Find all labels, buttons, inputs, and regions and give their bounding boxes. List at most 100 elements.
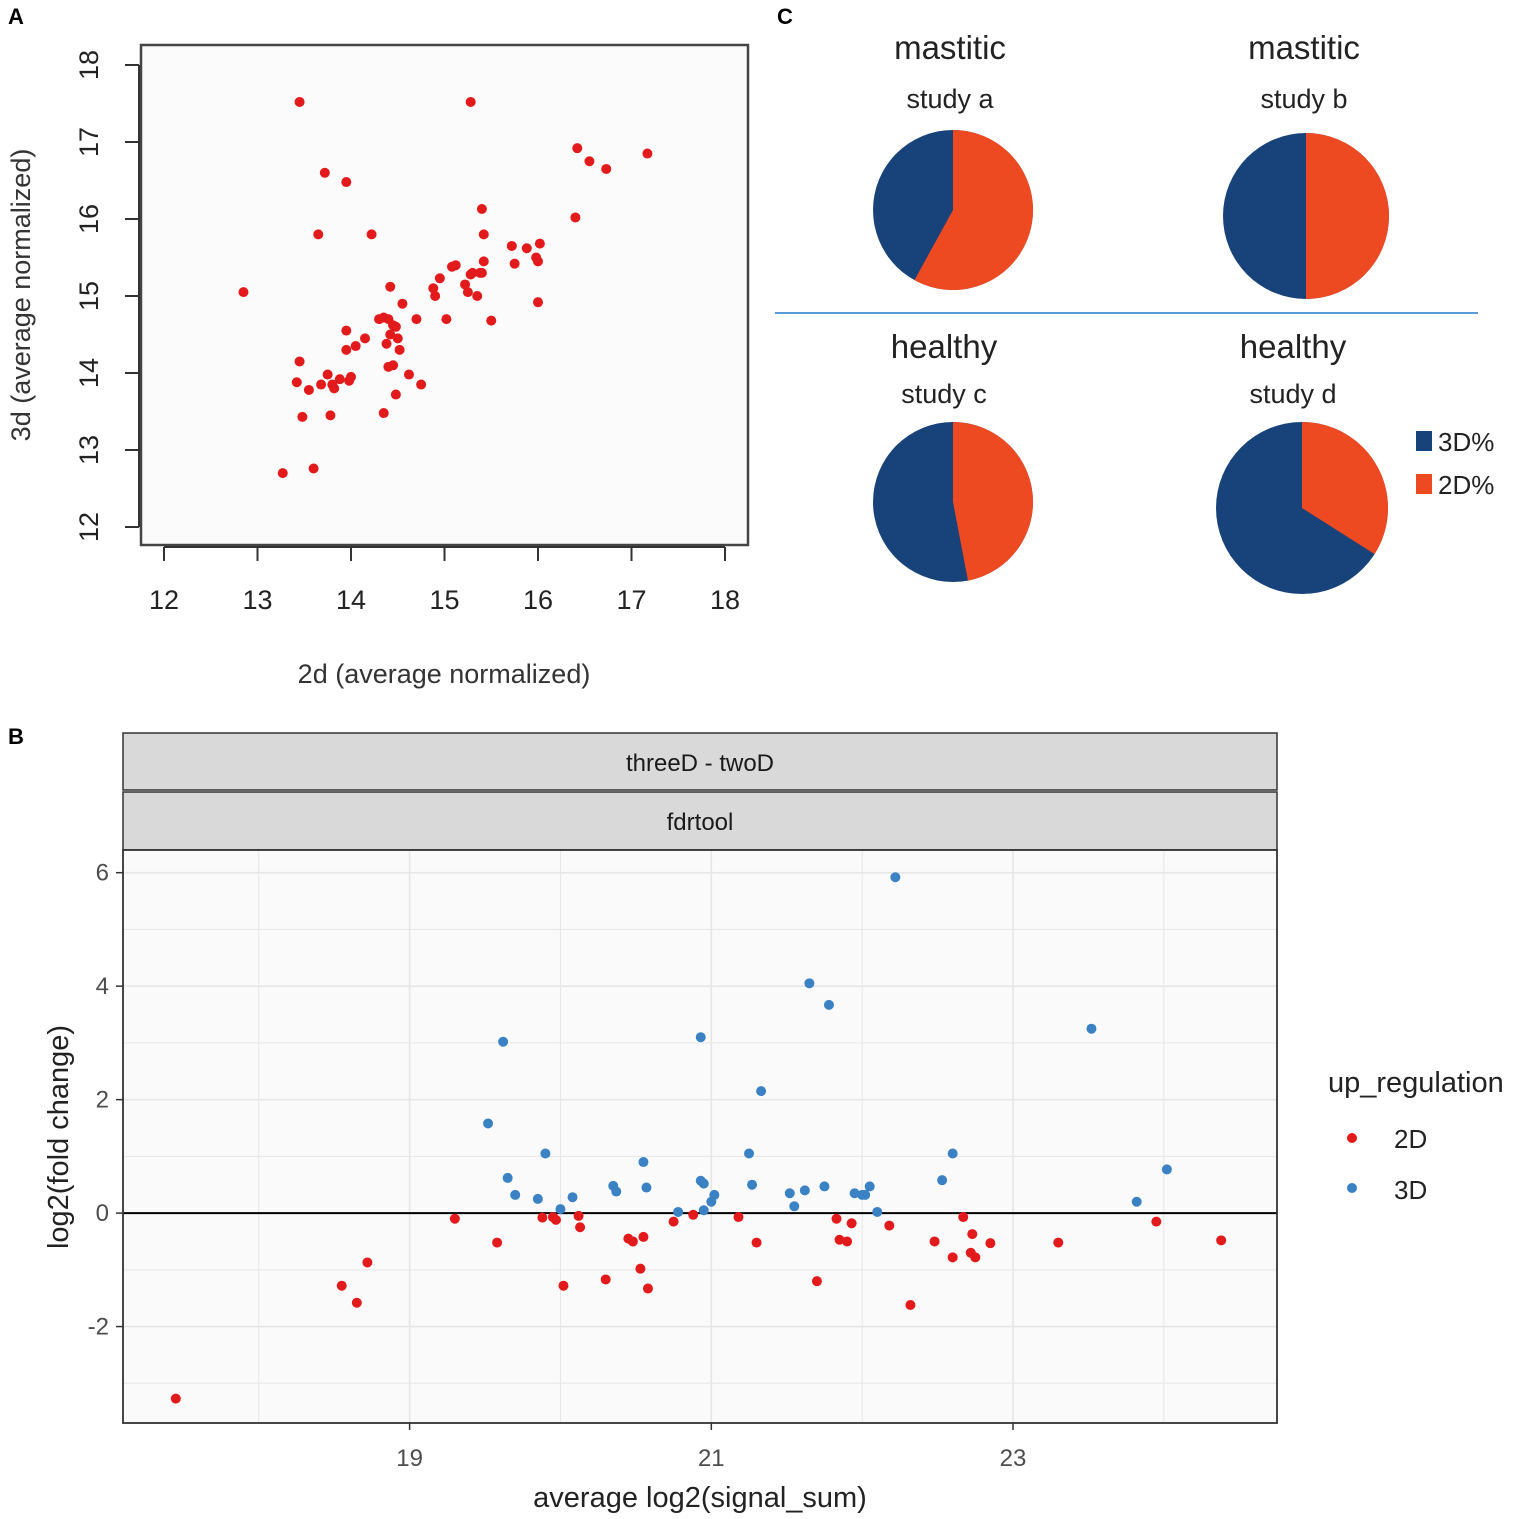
panel-a-point	[308, 463, 319, 474]
panel-a-x-tick-label: 17	[616, 585, 646, 615]
panel-a-point	[601, 163, 612, 174]
panel-b-point-2d	[831, 1213, 842, 1224]
panel-b-point-3d	[860, 1189, 871, 1200]
panel-b-x-tick-label: 21	[698, 1445, 725, 1472]
panel-a-scatter: 12 13 14 15 16 17 18 12 13 14 15 16 17 18 2d (averag…	[6, 43, 750, 689]
panel-b-point-3d	[799, 1185, 810, 1196]
panel-b-y-tick-label: 2	[96, 1087, 109, 1114]
panel-a-x-tick-label: 18	[710, 585, 740, 615]
panel-b-point-2d	[905, 1299, 916, 1310]
panel-a-point	[472, 291, 483, 301]
panel-b-point-2d	[550, 1214, 561, 1225]
panel-a-point	[390, 389, 401, 400]
panel-b-point-2d	[834, 1234, 845, 1245]
panel-b-point-3d	[532, 1193, 543, 1204]
panel-b-point-2d	[1216, 1235, 1227, 1246]
panel-a-point	[441, 314, 452, 325]
panel-a-point	[465, 96, 476, 107]
panel-b-point-3d	[638, 1157, 649, 1168]
panel-b-y-tick-label: 6	[96, 860, 109, 887]
legend-2d-swatch	[1416, 474, 1432, 494]
legend-3d-label: 3D%	[1438, 427, 1494, 457]
strip-method-label: fdrtool	[667, 809, 734, 836]
panel-b-x-tick-label: 19	[396, 1445, 423, 1472]
pie-title: healthy	[891, 328, 998, 365]
panel-b-y-tick-label: 4	[96, 973, 109, 1000]
panel-b-point-2d	[449, 1213, 460, 1224]
pie-title: mastitic	[1248, 29, 1360, 66]
panel-b-point-2d	[884, 1220, 895, 1231]
panel-a-point	[478, 229, 489, 240]
panel-b-point-2d	[1053, 1237, 1064, 1248]
panel-b-point-3d	[747, 1179, 758, 1190]
panel-b-scatter: threeD - twoD fdrtool 19 21 23 -2 0 2 4 6 avera…	[43, 732, 1504, 1514]
panel-b-point-3d	[756, 1086, 767, 1097]
panel-b-y-tick-label: -2	[88, 1314, 109, 1341]
panel-a-y-tick-label: 14	[74, 358, 104, 388]
panel-b-point-2d	[958, 1212, 969, 1223]
panel-b-y-tick-label: 0	[96, 1200, 109, 1227]
panel-b-point-2d	[492, 1237, 503, 1248]
panel-a-point	[430, 291, 441, 301]
panel-b-point-2d	[970, 1252, 981, 1263]
panel-a-point	[322, 369, 333, 380]
panel-a-point	[411, 314, 422, 325]
panel-b-point-3d	[698, 1178, 709, 1189]
panel-a-point	[297, 411, 308, 422]
panel-b-point-3d	[611, 1186, 622, 1197]
panel-b-point-3d	[823, 999, 834, 1010]
panel-b-point-3d	[510, 1189, 521, 1200]
pie-group: mastitic study a mastitic study b healthy stu…	[873, 29, 1389, 594]
panel-a-point	[476, 203, 487, 214]
panel-b-point-3d	[540, 1148, 551, 1159]
panel-b-point-2d	[1151, 1216, 1162, 1227]
panel-a-y-tick-label: 15	[74, 281, 104, 311]
panel-a-point	[476, 267, 487, 278]
panel-a-point	[350, 341, 361, 352]
panel-b-point-2d	[688, 1209, 699, 1220]
legend-3d-text: 3D	[1394, 1175, 1427, 1205]
panel-c-pies: mastitic study a mastitic study b healthy stu…	[775, 29, 1494, 594]
panel-a-point	[303, 384, 314, 395]
panel-b-point-3d	[784, 1188, 795, 1199]
panel-b-point-3d	[819, 1181, 830, 1192]
panel-a-point	[385, 329, 396, 340]
panel-b-point-2d	[600, 1274, 611, 1285]
panel-a-point	[506, 240, 517, 251]
panel-a-y-tick-label: 12	[74, 512, 104, 542]
panel-a-y-tick-label: 16	[74, 204, 104, 234]
panel-a-point	[533, 297, 543, 308]
panel-a-points	[238, 96, 653, 479]
pie-subtitle: study a	[906, 84, 994, 114]
panel-a-point	[416, 379, 427, 390]
panel-a-point	[486, 315, 497, 326]
panel-b-plot-background	[123, 850, 1277, 1423]
panel-b-point-2d	[351, 1297, 362, 1308]
panel-a-point	[397, 298, 408, 309]
panel-a-point	[378, 408, 389, 419]
panel-letter-c: C	[777, 4, 793, 29]
panel-a-x-tick-label: 12	[149, 585, 179, 615]
panel-b-point-2d	[336, 1280, 347, 1291]
panel-a-point	[294, 356, 305, 367]
panel-b-point-3d	[1131, 1196, 1142, 1207]
panel-b-y-axis-title: log2(fold change)	[43, 1025, 75, 1249]
panel-b-point-3d	[641, 1182, 652, 1193]
panel-a-y-tick-label: 18	[74, 50, 104, 80]
panel-b-point-3d	[872, 1206, 883, 1217]
pie-slice-2d	[953, 422, 1034, 581]
panel-b-point-2d	[985, 1238, 996, 1249]
panel-b-x-tick-label: 23	[1000, 1445, 1027, 1472]
panel-a-x-tick-label: 15	[429, 585, 459, 615]
panel-a-point	[294, 96, 305, 107]
panel-b-point-3d	[789, 1201, 800, 1212]
panel-b-point-2d	[668, 1216, 679, 1227]
panel-b-point-3d	[483, 1118, 494, 1129]
panel-b-point-3d	[849, 1188, 860, 1199]
panel-b-point-2d	[638, 1231, 649, 1242]
panel-a-point	[360, 333, 371, 344]
panel-a-point	[238, 287, 249, 298]
panel-b-point-2d	[635, 1263, 646, 1274]
pie-subtitle: study b	[1260, 84, 1347, 114]
